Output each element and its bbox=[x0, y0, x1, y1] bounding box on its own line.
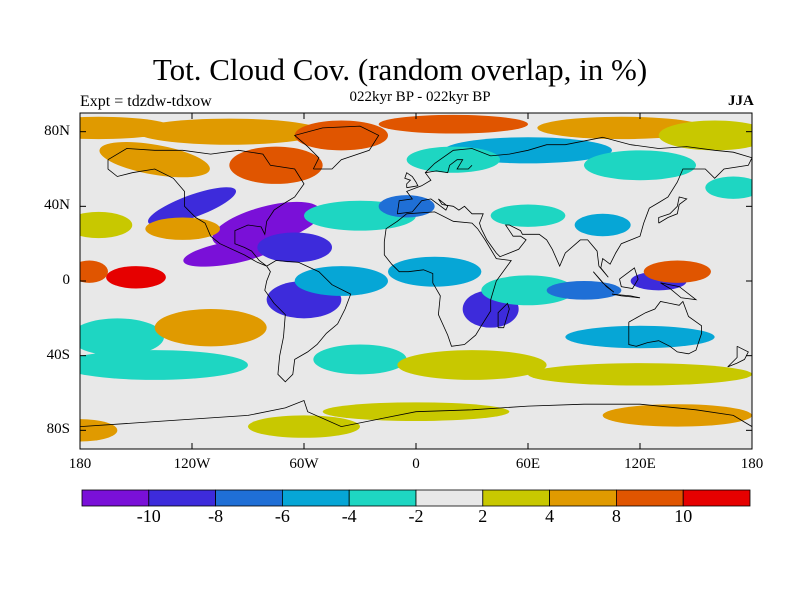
anomaly-patch bbox=[658, 120, 752, 151]
anomaly-patch bbox=[705, 176, 752, 199]
colorbar-swatch bbox=[682, 489, 751, 507]
anomaly-patch bbox=[99, 142, 210, 178]
anomaly-patch bbox=[378, 114, 528, 134]
colorbar-swatch bbox=[482, 489, 550, 507]
anomaly-patch bbox=[257, 232, 332, 263]
colorbar bbox=[81, 489, 751, 507]
colorbar-tick-label: -8 bbox=[208, 506, 224, 526]
anomaly-patch bbox=[80, 260, 108, 283]
longitude-tick-label: 120E bbox=[624, 456, 656, 472]
anomaly-patch bbox=[397, 350, 547, 380]
longitude-tick-label: 180 bbox=[740, 456, 764, 472]
coastlines bbox=[80, 125, 752, 428]
anomaly-patch bbox=[388, 256, 482, 287]
season-label: JJA bbox=[728, 93, 754, 109]
anomaly-patch bbox=[80, 350, 248, 380]
colorbar-tick-label: 2 bbox=[478, 506, 488, 526]
colorbar-swatch bbox=[549, 489, 617, 507]
coastline bbox=[497, 302, 510, 329]
colorbar-swatch bbox=[415, 489, 484, 507]
anomaly-patch bbox=[80, 211, 133, 239]
colorbar-swatch bbox=[348, 489, 417, 507]
coastline bbox=[425, 159, 473, 174]
anomaly-patch bbox=[229, 146, 323, 184]
anomaly-patch bbox=[602, 404, 752, 427]
colorbar-swatch bbox=[281, 489, 350, 507]
map-subtitle: 022kyr BP - 022kyr BP bbox=[349, 89, 491, 105]
anomaly-patch bbox=[248, 415, 360, 438]
anomaly-patch bbox=[80, 318, 164, 356]
coastline bbox=[404, 172, 419, 189]
coastline bbox=[264, 260, 352, 383]
anomaly-patch bbox=[546, 281, 622, 300]
anomaly-patch bbox=[378, 195, 435, 218]
longitude-tick-label: 60E bbox=[515, 456, 541, 472]
latitude-tick-label: 80N bbox=[44, 122, 70, 139]
longitude-tick-label: 60W bbox=[289, 456, 319, 472]
coastline bbox=[592, 271, 615, 293]
longitude-tick-label: 120W bbox=[173, 456, 211, 472]
anomaly-patch bbox=[294, 120, 389, 151]
anomaly-patch bbox=[80, 387, 230, 407]
colorbar-tick-label: -2 bbox=[408, 506, 424, 526]
colorbar-tick-label: -4 bbox=[341, 506, 357, 526]
anomaly-patch bbox=[481, 275, 575, 306]
latitude-tick-label: 40N bbox=[44, 197, 70, 214]
latitude-tick-label: 40S bbox=[46, 346, 70, 363]
anomaly-patch bbox=[341, 154, 379, 184]
anomaly-patch bbox=[490, 204, 566, 227]
anomaly-patch bbox=[565, 325, 715, 349]
colorbar-tick-label: 10 bbox=[674, 506, 693, 526]
colorbar-swatch bbox=[81, 489, 150, 507]
latitude-tick-label: 80S bbox=[46, 421, 70, 438]
colorbar-swatch bbox=[616, 489, 684, 507]
longitude-tick-label: 180 bbox=[68, 456, 92, 472]
cloud-anomaly-field bbox=[80, 114, 752, 442]
colorbar-swatch bbox=[148, 489, 217, 507]
anomaly-patch bbox=[574, 213, 631, 237]
anomaly-patch bbox=[313, 344, 407, 375]
experiment-label: Expt = tdzdw-tdxow bbox=[80, 93, 212, 110]
coastline bbox=[628, 300, 702, 355]
coastline bbox=[611, 293, 641, 299]
colorbar-tick-label: -6 bbox=[274, 506, 290, 526]
coastline bbox=[619, 267, 639, 289]
anomaly-patch bbox=[294, 266, 389, 296]
anomaly-patch bbox=[154, 309, 267, 347]
colorbar-tick-label: 4 bbox=[545, 506, 555, 526]
latitude-tick-label: 0 bbox=[62, 272, 71, 288]
coastline bbox=[396, 136, 752, 278]
colorbar-tick-label: -10 bbox=[136, 506, 161, 526]
anomaly-patch bbox=[147, 187, 237, 226]
anomaly-patch bbox=[584, 150, 696, 181]
coastline bbox=[293, 125, 380, 170]
colorbar-tick-label: 8 bbox=[611, 506, 621, 526]
coastline bbox=[658, 196, 688, 224]
colorbar-swatch bbox=[215, 489, 283, 507]
anomaly-patch bbox=[643, 260, 711, 283]
longitude-tick-label: 0 bbox=[412, 456, 420, 472]
anomaly-patch bbox=[183, 239, 276, 267]
coastline bbox=[660, 282, 698, 301]
coastline bbox=[80, 399, 752, 428]
anomaly-patch bbox=[145, 217, 220, 240]
anomaly-patch bbox=[406, 146, 501, 173]
axis-ticks bbox=[79, 113, 753, 449]
coastline bbox=[383, 211, 512, 347]
anomaly-patch bbox=[136, 118, 323, 145]
map-field bbox=[80, 113, 752, 449]
coastline bbox=[727, 345, 749, 368]
map-title: Tot. Cloud Cov. (random overlap, in %) bbox=[152, 52, 648, 87]
coastline bbox=[107, 148, 305, 267]
anomaly-patch bbox=[212, 201, 321, 249]
anomaly-patch bbox=[528, 363, 752, 386]
anomaly-patch bbox=[106, 266, 166, 289]
